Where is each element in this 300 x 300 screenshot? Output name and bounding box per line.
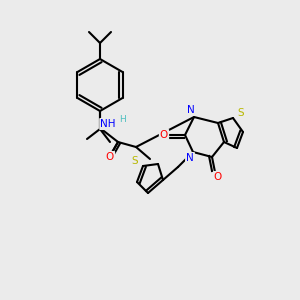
Text: N: N (187, 105, 195, 115)
Text: S: S (238, 108, 244, 118)
Text: O: O (106, 152, 114, 162)
Text: O: O (160, 130, 168, 140)
Text: S: S (132, 156, 138, 166)
Text: O: O (214, 172, 222, 182)
Text: NH: NH (100, 119, 116, 129)
Text: H: H (118, 116, 125, 124)
Text: N: N (186, 153, 194, 163)
